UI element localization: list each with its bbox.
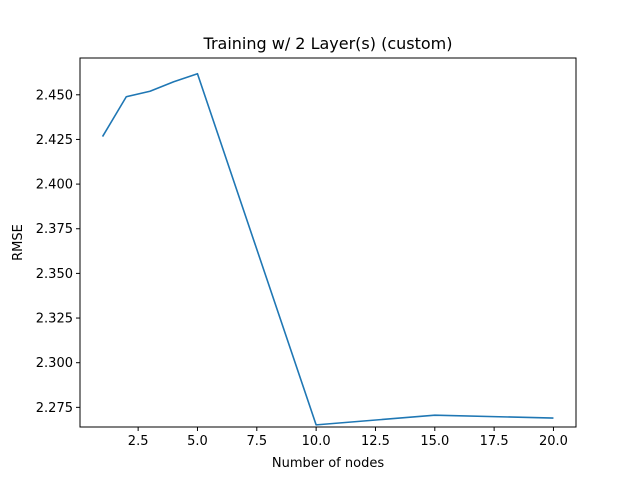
y-tick-label: 2.325 — [36, 312, 73, 327]
series-line-0 — [101, 72, 554, 426]
plot-frame — [79, 57, 577, 428]
x-tick-label: 20.0 — [539, 434, 568, 449]
x-axis-ticks: 2.5 5.0 7.5 10.0 12.5 15.0 17.5 20.0 — [128, 427, 568, 449]
y-tick-label: 2.300 — [36, 356, 73, 371]
y-tick-label: 2.450 — [36, 88, 73, 103]
y-tick-label: 2.275 — [36, 401, 73, 416]
y-axis-label: RMSE — [11, 224, 26, 261]
y-tick-label: 2.425 — [36, 133, 73, 148]
y-axis-ticks: 2.275 2.300 2.325 2.350 2.375 2.400 2.425 2.450 — [36, 88, 80, 416]
series-layer — [101, 72, 554, 426]
x-tick-label: 7.5 — [246, 434, 267, 449]
chart-title: Training w/ 2 Layer(s) (custom) — [203, 34, 453, 53]
y-tick-label: 2.400 — [36, 178, 73, 193]
plot-area — [80, 58, 576, 427]
y-tick-label: 2.350 — [36, 267, 73, 282]
x-tick-label: 15.0 — [420, 434, 449, 449]
x-tick-label: 17.5 — [480, 434, 509, 449]
x-axis-label: Number of nodes — [272, 456, 384, 471]
x-tick-label: 10.0 — [302, 434, 331, 449]
x-tick-label: 5.0 — [187, 434, 208, 449]
x-tick-label: 2.5 — [128, 434, 149, 449]
x-tick-label: 12.5 — [361, 434, 390, 449]
y-tick-label: 2.375 — [36, 222, 73, 237]
